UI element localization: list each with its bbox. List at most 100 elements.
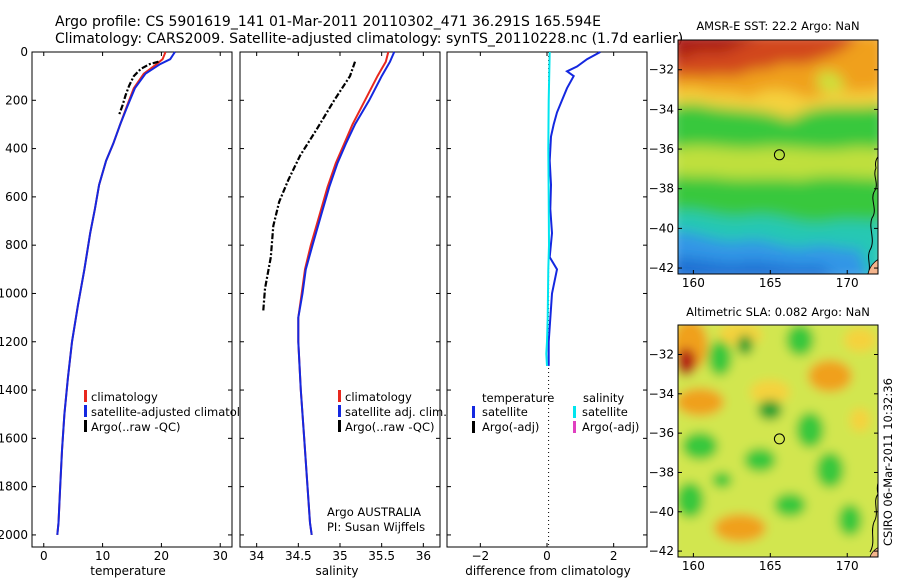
salinity-series	[262, 51, 396, 536]
legend-label-temp-satellite: satellite	[482, 405, 528, 419]
series-temperature-satellite	[547, 51, 601, 366]
map-y-tick-label: −38	[649, 465, 674, 479]
temperature-frame	[31, 51, 233, 548]
x-tick-label: 36	[416, 549, 431, 563]
legend-swatch-temp-satellite	[472, 406, 475, 418]
legend-swatch-climatology	[338, 390, 341, 402]
legend-label-sal-argo: Argo(-adj)	[582, 420, 639, 434]
x-tick-label: 0	[40, 549, 48, 563]
argo-location-marker	[773, 433, 785, 445]
legend-swatch-argo	[84, 420, 87, 432]
x-tick-label: 0	[543, 549, 551, 563]
series-satellite-adjusted-climatology	[56, 51, 176, 535]
sla-map-panel: Altimetric SLA: 0.082 Argo: NaN	[649, 305, 879, 573]
depth-tick-label: 1800	[0, 480, 28, 494]
depth-tick-label: 200	[5, 93, 28, 107]
salinity-xlabel: salinity	[315, 564, 358, 578]
series-satellite-adj-clim	[297, 51, 396, 536]
x-tick-label: 34.5	[285, 549, 312, 563]
depth-ticks	[447, 51, 647, 536]
sla-map-title: Altimetric SLA: 0.082 Argo: NaN	[686, 305, 870, 319]
salinity-legend: climatology satellite adj. clim. Argo(..…	[338, 390, 447, 434]
depth-tick-label: 1600	[0, 431, 28, 445]
salinity-panel: 34 34.5 35 35.5 36 climatology satellite adj…	[239, 51, 447, 578]
x-tick-label: 20	[154, 549, 169, 563]
map-y-tick-label: −32	[649, 347, 674, 361]
map-y-tick-label: −32	[649, 63, 674, 77]
legend-label-climatology: climatology	[345, 390, 412, 404]
temperature-xlabel: temperature	[90, 564, 165, 578]
map-x-tick-label: 160	[682, 559, 705, 573]
depth-tick-label: 800	[5, 238, 28, 252]
sst-map-frame	[677, 39, 879, 275]
legend-label-sal-satellite: satellite	[582, 405, 628, 419]
depth-tick-label: 0	[20, 45, 28, 59]
x-tick-label: 35.5	[368, 549, 395, 563]
x-tick-label: 30	[213, 549, 228, 563]
coastline	[869, 481, 878, 553]
depth-tick-label: 600	[5, 190, 28, 204]
sst-map-title: AMSR-E SST: 22.2 Argo: NaN	[696, 19, 859, 33]
depth-ticks	[240, 51, 440, 536]
salinity-ticks: 34 34.5 35 35.5 36	[249, 52, 431, 563]
map-y-tick-label: −34	[649, 387, 674, 401]
sla-map-ticks: 160 165 170 −32 −34 −36 −38 −40 −42	[649, 347, 878, 573]
salinity-annotation-line1: Argo AUSTRALIA	[327, 505, 421, 519]
legend-label-climatology: climatology	[91, 390, 158, 404]
difference-legend: temperature satellite Argo(-adj) salinit…	[472, 391, 639, 434]
map-x-tick-label: 165	[759, 276, 782, 290]
legend-swatch-satellite	[338, 405, 341, 417]
x-tick-label: −2	[471, 549, 489, 563]
temperature-series	[56, 51, 176, 535]
sst-map-ticks: 160 165 170 −32 −34 −36 −38 −40 −42	[649, 63, 878, 290]
legend-swatch-argo	[338, 420, 341, 432]
depth-ticks: 0 200 400 600 800 1000 1200 1400 1600 1800 2000	[0, 45, 232, 542]
map-x-tick-label: 165	[759, 559, 782, 573]
map-y-tick-label: −36	[649, 142, 674, 156]
series-salinity-satellite	[545, 51, 551, 366]
salinity-frame	[239, 51, 441, 548]
depth-tick-label: 1000	[0, 286, 28, 300]
credit-timestamp: CSIRO 06-Mar-2011 10:32:36	[881, 378, 895, 546]
map-y-tick-label: −34	[649, 102, 674, 116]
legend-header-temperature: temperature	[482, 391, 554, 405]
land-patch	[869, 547, 878, 557]
legend-label-satellite: satellite adj. clim.	[345, 405, 447, 419]
header-line1: Argo profile: CS 5901619_141 01-Mar-2011…	[55, 14, 601, 30]
depth-tick-label: 1200	[0, 335, 28, 349]
legend-swatch-climatology	[84, 390, 87, 402]
x-tick-label: 10	[95, 549, 110, 563]
legend-label-temp-argo: Argo(-adj)	[482, 420, 539, 434]
map-y-tick-label: −42	[649, 544, 674, 558]
map-y-tick-label: −38	[649, 182, 674, 196]
legend-swatch-sal-argo	[573, 421, 576, 433]
argo-location-marker	[773, 149, 785, 161]
x-tick-label: 2	[610, 549, 618, 563]
map-x-tick-label: 170	[836, 276, 859, 290]
map-y-tick-label: −36	[649, 426, 674, 440]
sst-map-panel: AMSR-E SST: 22.2 Argo: NaN 160 165 170 −32 −…	[649, 19, 879, 290]
series-argo-raw-qc	[262, 61, 357, 311]
difference-xlabel: difference from climatology	[465, 564, 631, 578]
x-tick-label: 34	[249, 549, 264, 563]
map-x-tick-label: 160	[682, 276, 705, 290]
legend-label-argo: Argo(..raw -QC)	[91, 420, 181, 434]
legend-swatch-sal-satellite	[573, 406, 576, 418]
temperature-legend: climatology satellite-adjusted climatolo…	[84, 390, 261, 434]
header-line2: Climatology: CARS2009. Satellite-adjuste…	[55, 31, 683, 47]
depth-tick-label: 1400	[0, 383, 28, 397]
coastline	[867, 156, 878, 274]
map-y-tick-label: −42	[649, 261, 674, 275]
depth-tick-label: 2000	[0, 528, 28, 542]
difference-series	[545, 51, 601, 366]
legend-label-satellite: satellite-adjusted climatology	[91, 405, 261, 419]
temperature-ticks: 0 10 20 30	[40, 52, 228, 563]
land-patch	[867, 259, 878, 274]
legend-label-argo: Argo(..raw -QC)	[345, 420, 435, 434]
legend-swatch-satellite	[84, 405, 87, 417]
legend-header-salinity: salinity	[583, 391, 624, 405]
sla-map-frame	[677, 324, 879, 558]
difference-ticks: −2 0 2	[471, 52, 617, 563]
difference-panel: −2 0 2 temperature satellite Argo(-adj) sa…	[446, 51, 648, 578]
